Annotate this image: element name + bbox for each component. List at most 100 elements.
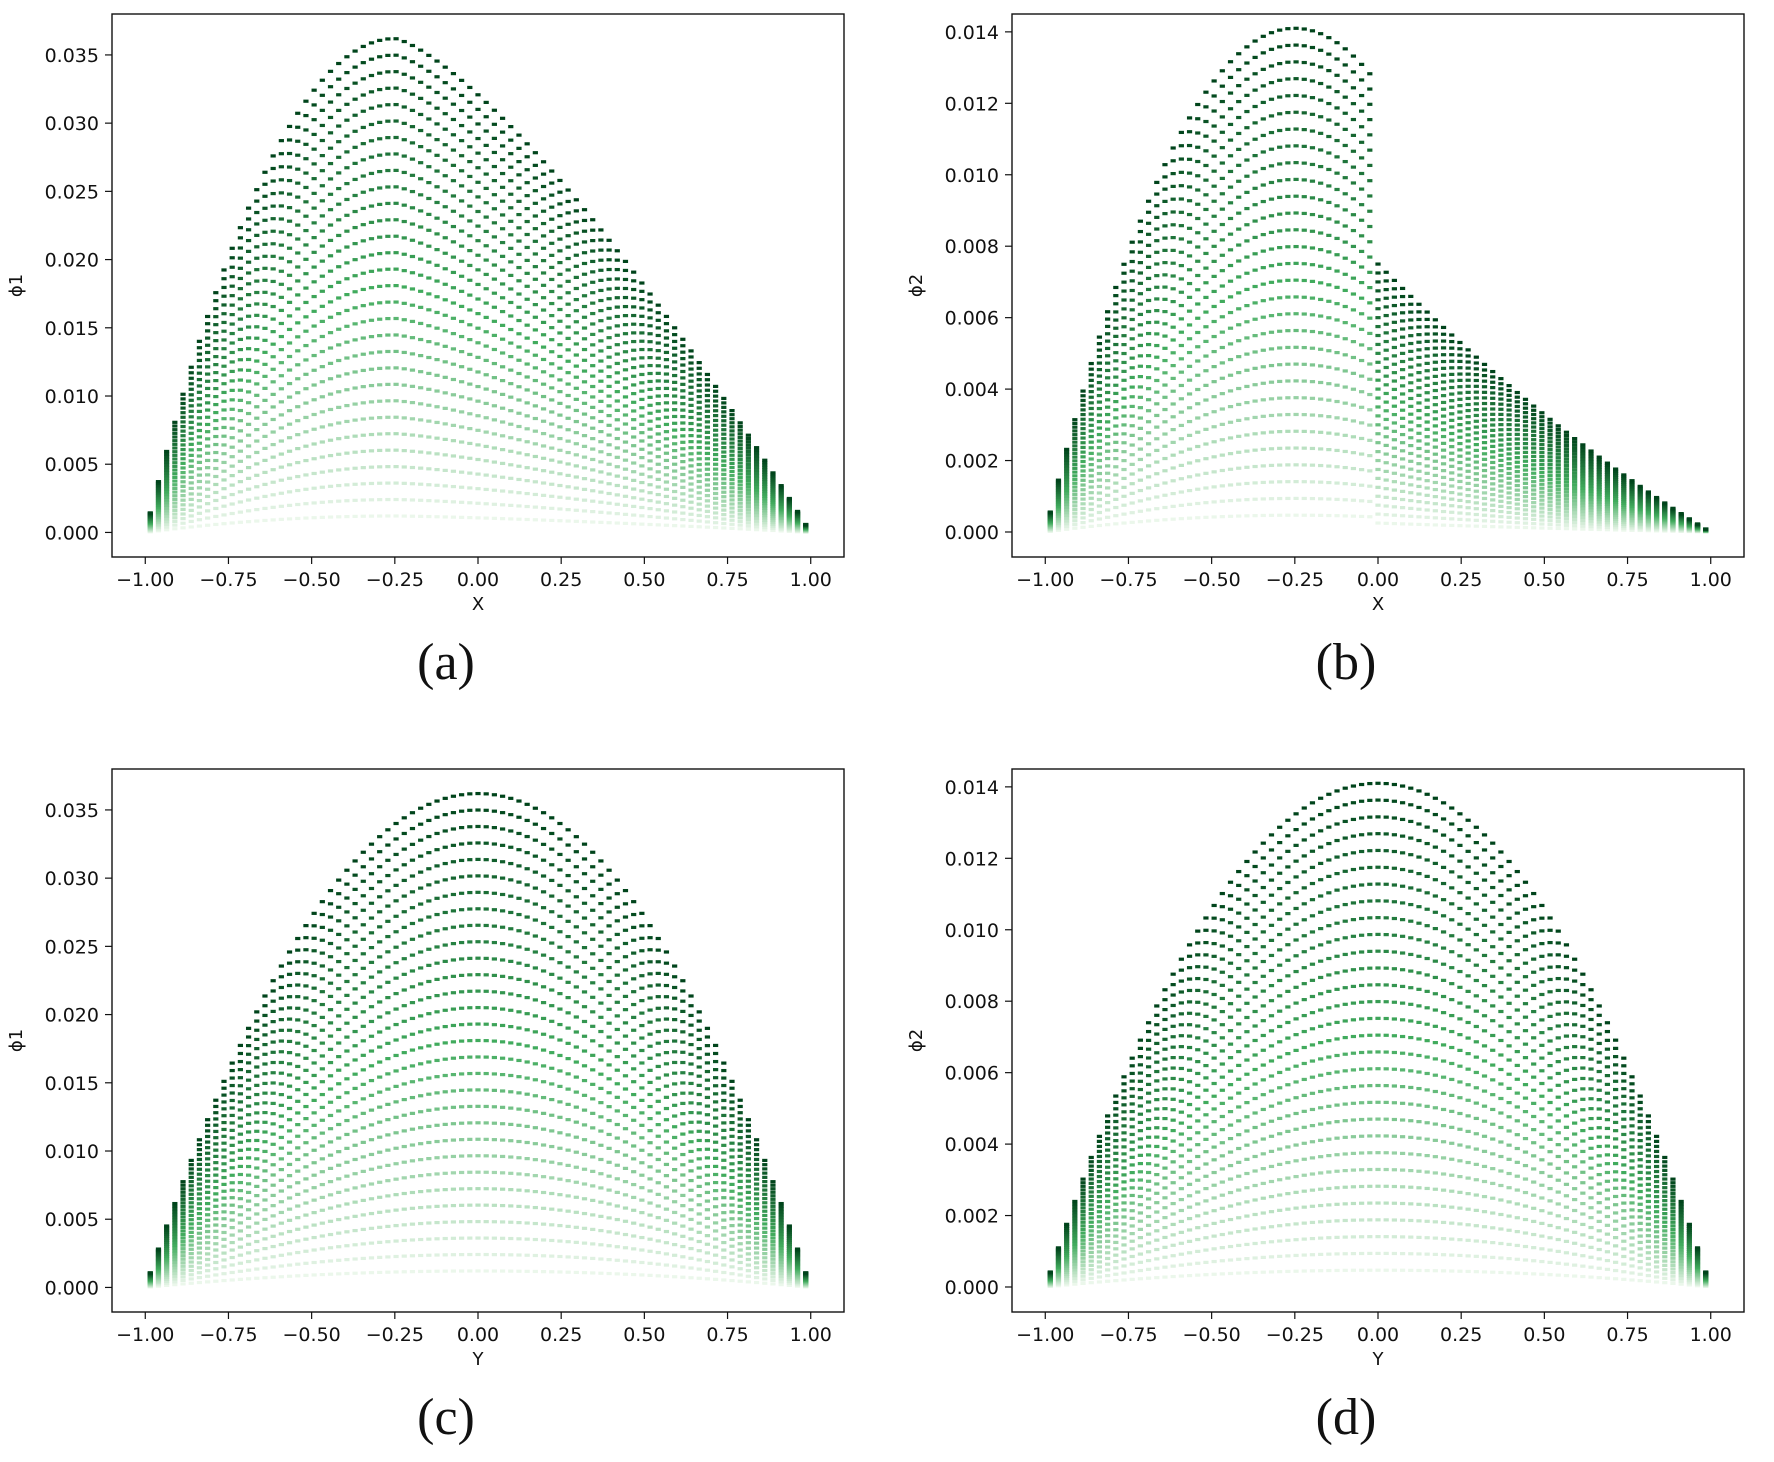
data-point	[1162, 187, 1168, 191]
data-point	[1588, 484, 1594, 488]
data-point	[1572, 502, 1578, 506]
data-point	[1285, 161, 1291, 165]
data-point	[1522, 499, 1529, 503]
data-point	[1629, 497, 1635, 502]
data-point	[164, 493, 170, 497]
data-point	[1170, 312, 1176, 316]
data-point	[1285, 178, 1291, 182]
data-point	[1449, 471, 1455, 475]
data-point	[491, 179, 497, 183]
data-point	[1105, 427, 1111, 431]
data-point	[1055, 504, 1062, 508]
data-point	[1416, 348, 1422, 352]
data-point	[721, 508, 727, 512]
data-point	[1629, 499, 1635, 503]
data-point	[598, 228, 604, 232]
data-point	[1383, 365, 1389, 370]
data-point	[401, 301, 407, 305]
data-point	[205, 430, 211, 434]
data-point	[1514, 507, 1520, 511]
data-point	[344, 340, 350, 344]
data-point	[1498, 402, 1504, 406]
data-point	[1359, 140, 1365, 144]
data-point	[1285, 27, 1291, 31]
data-point	[565, 313, 571, 318]
data-point	[434, 138, 440, 142]
data-point	[213, 307, 219, 311]
data-point	[1563, 507, 1570, 511]
data-point	[393, 481, 399, 485]
data-point	[1334, 383, 1340, 387]
data-point	[696, 389, 702, 393]
data-point	[1137, 395, 1143, 399]
data-point	[762, 477, 768, 482]
data-point	[1613, 482, 1619, 486]
data-point	[401, 72, 407, 76]
data-point	[1629, 487, 1635, 491]
data-point	[1252, 366, 1258, 370]
data-point	[1637, 484, 1643, 488]
data-point	[491, 474, 497, 478]
data-point	[344, 403, 350, 408]
data-point	[327, 500, 334, 504]
data-point	[311, 132, 317, 137]
data-point	[499, 406, 506, 410]
data-point	[1522, 525, 1529, 530]
data-point	[1563, 440, 1570, 444]
data-point	[516, 292, 522, 296]
data-point	[1162, 493, 1168, 497]
data-point	[1285, 43, 1291, 48]
data-point	[1178, 210, 1184, 214]
data-point	[155, 527, 162, 531]
data-point	[1506, 427, 1512, 432]
data-point	[1178, 224, 1184, 228]
data-point	[540, 444, 547, 448]
data-point	[1088, 468, 1094, 472]
data-point	[1121, 476, 1127, 481]
data-point	[1383, 417, 1389, 422]
data-point	[672, 387, 678, 391]
data-point	[1244, 77, 1250, 81]
data-point	[1064, 450, 1070, 454]
data-point	[1211, 304, 1217, 309]
data-point	[1113, 465, 1119, 469]
data-point	[737, 519, 743, 524]
data-point	[590, 489, 596, 493]
data-point	[213, 331, 219, 335]
data-point	[1539, 462, 1545, 467]
data-point	[1613, 467, 1619, 471]
data-point	[1268, 264, 1275, 268]
data-point	[1498, 448, 1504, 452]
data-point	[1326, 233, 1332, 237]
data-point	[1399, 303, 1406, 307]
data-point	[1129, 288, 1135, 293]
data-point	[459, 93, 465, 98]
data-point	[663, 408, 670, 412]
data-point	[1432, 396, 1438, 400]
data-point	[401, 318, 407, 322]
data-point	[1293, 77, 1299, 81]
data-point	[1096, 523, 1103, 528]
data-point	[1604, 512, 1611, 516]
data-point	[745, 511, 751, 515]
data-point	[1170, 159, 1176, 163]
data-point	[1350, 228, 1357, 233]
data-point	[1252, 137, 1258, 141]
data-point	[1449, 366, 1455, 370]
data-point	[1563, 467, 1570, 471]
data-point	[442, 112, 448, 116]
data-point	[680, 357, 686, 361]
data-point	[524, 517, 530, 522]
data-point	[598, 399, 604, 403]
data-point	[1342, 240, 1348, 244]
data-point	[1342, 498, 1348, 502]
data-point	[1145, 409, 1152, 413]
data-point	[1105, 420, 1111, 424]
data-point	[557, 366, 563, 370]
data-point	[442, 313, 448, 317]
data-point	[1162, 420, 1168, 424]
data-point	[565, 302, 571, 306]
data-point	[647, 491, 653, 495]
data-point	[221, 478, 227, 482]
data-point	[581, 326, 588, 330]
